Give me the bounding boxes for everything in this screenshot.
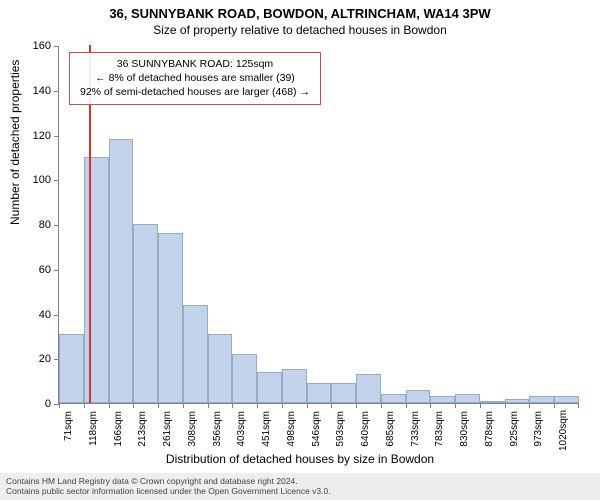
histogram-bar xyxy=(307,383,332,403)
y-tick-label: 20 xyxy=(39,353,51,365)
histogram-bar xyxy=(232,354,257,403)
x-tick-label: 71sqm xyxy=(63,411,74,451)
histogram-bar xyxy=(183,305,208,403)
x-tick-mark xyxy=(430,403,431,408)
x-tick-label: 166sqm xyxy=(113,411,124,451)
histogram-bar xyxy=(282,369,307,403)
footer: Contains HM Land Registry data © Crown c… xyxy=(0,473,600,500)
histogram-bar xyxy=(406,390,431,403)
histogram-bar xyxy=(455,394,480,403)
y-tick-mark xyxy=(54,180,59,181)
histogram-bar xyxy=(505,399,530,403)
histogram-bar xyxy=(257,372,282,403)
chart-container: 36, SUNNYBANK ROAD, BOWDON, ALTRINCHAM, … xyxy=(0,0,600,500)
histogram-bar xyxy=(356,374,381,403)
x-axis-label: Distribution of detached houses by size … xyxy=(0,452,600,466)
x-tick-label: 685sqm xyxy=(385,411,396,451)
x-tick-mark xyxy=(158,403,159,408)
x-tick-label: 593sqm xyxy=(335,411,346,451)
x-tick-mark xyxy=(578,403,579,408)
x-tick-label: 498sqm xyxy=(286,411,297,451)
x-tick-mark xyxy=(59,403,60,408)
x-tick-mark xyxy=(183,403,184,408)
x-tick-mark xyxy=(455,403,456,408)
x-tick-label: 830sqm xyxy=(459,411,470,451)
x-tick-label: 546sqm xyxy=(311,411,322,451)
y-tick-mark xyxy=(54,315,59,316)
x-tick-label: 1020sqm xyxy=(558,411,569,451)
y-tick-label: 140 xyxy=(33,85,51,97)
info-line: 92% of semi-detached houses are larger (… xyxy=(80,85,310,99)
histogram-bar xyxy=(554,396,579,403)
footer-line: Contains HM Land Registry data © Crown c… xyxy=(6,476,594,487)
x-tick-mark xyxy=(307,403,308,408)
plot-area: 02040608010012014016071sqm118sqm166sqm21… xyxy=(58,46,578,404)
histogram-bar xyxy=(59,334,84,403)
page-subtitle: Size of property relative to detached ho… xyxy=(0,21,600,37)
y-axis-label: Number of detached properties xyxy=(8,60,22,225)
x-tick-label: 973sqm xyxy=(533,411,544,451)
info-line: ← 8% of detached houses are smaller (39) xyxy=(80,71,310,85)
histogram-bar xyxy=(331,383,356,403)
x-tick-label: 451sqm xyxy=(261,411,272,451)
x-tick-mark xyxy=(480,403,481,408)
x-tick-mark xyxy=(381,403,382,408)
x-tick-label: 403sqm xyxy=(236,411,247,451)
histogram-bar xyxy=(133,224,158,403)
x-tick-label: 640sqm xyxy=(360,411,371,451)
y-tick-mark xyxy=(54,46,59,47)
histogram-bar xyxy=(381,394,406,403)
y-tick-mark xyxy=(54,270,59,271)
y-tick-mark xyxy=(54,225,59,226)
y-tick-mark xyxy=(54,136,59,137)
y-tick-label: 40 xyxy=(39,309,51,321)
x-tick-mark xyxy=(505,403,506,408)
y-tick-label: 0 xyxy=(45,398,51,410)
x-tick-label: 925sqm xyxy=(509,411,520,451)
histogram-bar xyxy=(208,334,233,403)
x-tick-label: 213sqm xyxy=(137,411,148,451)
histogram-bar xyxy=(529,396,554,403)
x-tick-label: 783sqm xyxy=(434,411,445,451)
x-tick-label: 261sqm xyxy=(162,411,173,451)
y-tick-label: 160 xyxy=(33,40,51,52)
x-tick-mark xyxy=(529,403,530,408)
histogram-bar xyxy=(430,396,455,403)
x-tick-mark xyxy=(109,403,110,408)
y-tick-label: 80 xyxy=(39,219,51,231)
x-tick-label: 733sqm xyxy=(410,411,421,451)
x-tick-mark xyxy=(232,403,233,408)
x-tick-mark xyxy=(331,403,332,408)
footer-line: Contains public sector information licen… xyxy=(6,486,594,497)
x-tick-label: 356sqm xyxy=(212,411,223,451)
x-tick-label: 118sqm xyxy=(88,411,99,451)
histogram-bar xyxy=(84,157,109,403)
y-tick-mark xyxy=(54,91,59,92)
histogram-bar xyxy=(109,139,134,403)
x-tick-mark xyxy=(356,403,357,408)
x-tick-label: 308sqm xyxy=(187,411,198,451)
x-tick-mark xyxy=(282,403,283,408)
x-tick-mark xyxy=(554,403,555,408)
info-box: 36 SUNNYBANK ROAD: 125sqm ← 8% of detach… xyxy=(69,52,321,105)
x-tick-label: 878sqm xyxy=(484,411,495,451)
histogram-bar xyxy=(480,401,505,403)
info-line: 36 SUNNYBANK ROAD: 125sqm xyxy=(80,57,310,71)
x-tick-mark xyxy=(406,403,407,408)
x-tick-mark xyxy=(84,403,85,408)
x-tick-mark xyxy=(133,403,134,408)
x-tick-mark xyxy=(208,403,209,408)
y-tick-label: 60 xyxy=(39,264,51,276)
page-title: 36, SUNNYBANK ROAD, BOWDON, ALTRINCHAM, … xyxy=(0,0,600,21)
histogram-bar xyxy=(158,233,183,403)
y-tick-label: 100 xyxy=(33,174,51,186)
x-tick-mark xyxy=(257,403,258,408)
y-tick-label: 120 xyxy=(33,130,51,142)
